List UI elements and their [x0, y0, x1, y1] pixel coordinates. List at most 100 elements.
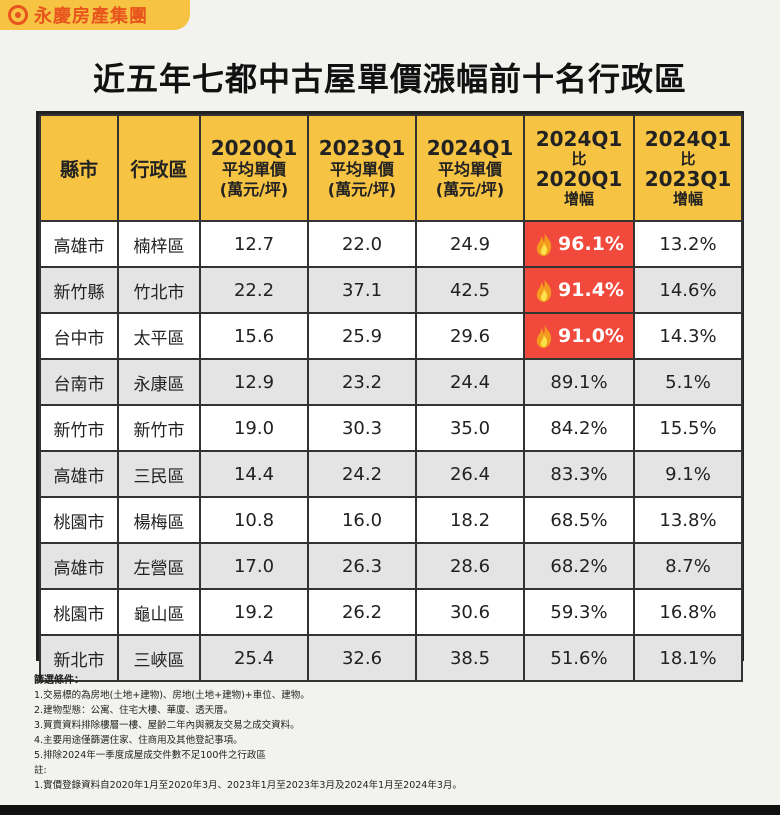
brand-name: 永慶房產集團 — [34, 6, 148, 27]
cell-g2020: 89.1% — [523, 358, 635, 406]
column-header-g2023-line4: 增幅 — [672, 190, 703, 208]
cell-g2020: 84.2% — [523, 404, 635, 452]
column-header-p2023: 2023Q1 平均單價 (萬元/坪) — [307, 114, 417, 222]
highlight-value: 91.0% — [558, 325, 624, 347]
cell-g2023: 8.7% — [633, 542, 743, 590]
table-row: 新竹縣 竹北市 22.2 37.1 42.5 91.4% 14.6% — [39, 266, 743, 314]
ranking-table-frame: 縣市 行政區 2020Q1 平均單價 (萬元/坪) 2023Q1 平均單價 (萬元/坪) 202… — [36, 111, 744, 682]
note-line: 1.實價登錄資料自2020年1月至2020年3月、2023年1月至2023年3月… — [34, 780, 462, 791]
cell-p2024: 18.2 — [415, 496, 525, 544]
cell-p2024: 42.5 — [415, 266, 525, 314]
column-header-g2020-line4: 增幅 — [563, 190, 594, 208]
cell-district: 永康區 — [117, 358, 201, 406]
cell-city: 新竹縣 — [39, 266, 119, 314]
cell-g2020: 59.3% — [523, 588, 635, 636]
cell-city: 高雄市 — [39, 220, 119, 268]
cell-city: 台中市 — [39, 312, 119, 360]
column-header-g2023: 2024Q1 比 2023Q1 增幅 — [633, 114, 743, 222]
page-title: 近五年七都中古屋單價漲幅前十名行政區 — [92, 60, 687, 98]
cell-district: 新竹市 — [117, 404, 201, 452]
filter-notes: 篩選條件： 1.交易標的為房地(土地+建物)、房地(土地+建物)+車位、建物。 2… — [34, 673, 754, 793]
cell-g2020-highlight: 96.1% — [523, 220, 635, 268]
note-line: 4.主要用途僅篩選住家、住商用及其他登記事項。 — [34, 735, 243, 746]
cell-g2023: 5.1% — [633, 358, 743, 406]
column-header-p2023-line3: (萬元/坪) — [327, 179, 397, 199]
table-row: 桃園市 龜山區 19.2 26.2 30.6 59.3% 16.8% — [39, 588, 743, 636]
highlight-wrap: 91.0% — [526, 323, 632, 349]
note-line: 5.排除2024年一季度成屋成交件數不足100件之行政區 — [34, 750, 266, 761]
cell-p2020: 12.9 — [199, 358, 309, 406]
table-row: 台南市 永康區 12.9 23.2 24.4 89.1% 5.1% — [39, 358, 743, 406]
table-row: 桃園市 楊梅區 10.8 16.0 18.2 68.5% 13.8% — [39, 496, 743, 544]
table-row: 高雄市 左營區 17.0 26.3 28.6 68.2% 8.7% — [39, 542, 743, 590]
cell-g2023: 16.8% — [633, 588, 743, 636]
cell-g2023: 15.5% — [633, 404, 743, 452]
table-row: 高雄市 楠梓區 12.7 22.0 24.9 96.1% 13.2% — [39, 220, 743, 268]
cell-p2023: 24.2 — [307, 450, 417, 498]
column-header-g2020-line3: 2020Q1 — [535, 167, 623, 191]
column-header-p2020-line1: 2020Q1 — [210, 135, 298, 160]
note-line: 2.建物型態：公寓、住宅大樓、華廈、透天厝。 — [34, 705, 234, 716]
cell-district: 三民區 — [117, 450, 201, 498]
cell-district: 左營區 — [117, 542, 201, 590]
cell-g2020: 68.5% — [523, 496, 635, 544]
column-header-p2024: 2024Q1 平均單價 (萬元/坪) — [415, 114, 525, 222]
cell-p2020: 22.2 — [199, 266, 309, 314]
column-header-p2023-line2: 平均單價 — [329, 159, 394, 179]
cell-p2024: 24.4 — [415, 358, 525, 406]
cell-p2023: 22.0 — [307, 220, 417, 268]
cell-district: 太平區 — [117, 312, 201, 360]
cell-p2024: 38.5 — [415, 634, 525, 682]
column-header-g2023-line1: 2024Q1 — [644, 127, 732, 151]
cell-g2023: 18.1% — [633, 634, 743, 682]
cell-p2023: 16.0 — [307, 496, 417, 544]
cell-city: 桃園市 — [39, 588, 119, 636]
cell-p2024: 35.0 — [415, 404, 525, 452]
cell-district: 龜山區 — [117, 588, 201, 636]
cell-city: 新北市 — [39, 634, 119, 682]
column-header-district: 行政區 — [117, 114, 201, 222]
column-header-g2023-line2: 比 — [680, 150, 696, 168]
cell-p2023: 23.2 — [307, 358, 417, 406]
cell-district: 竹北市 — [117, 266, 201, 314]
cell-p2020: 12.7 — [199, 220, 309, 268]
cell-district: 楠梓區 — [117, 220, 201, 268]
column-header-p2020: 2020Q1 平均單價 (萬元/坪) — [199, 114, 309, 222]
cell-g2020: 68.2% — [523, 542, 635, 590]
highlight-value: 91.4% — [558, 279, 624, 301]
cell-g2023: 13.2% — [633, 220, 743, 268]
cell-city: 台南市 — [39, 358, 119, 406]
highlight-wrap: 96.1% — [526, 231, 632, 257]
column-header-p2020-line2: 平均單價 — [221, 159, 286, 179]
cell-p2023: 26.2 — [307, 588, 417, 636]
cell-g2020: 51.6% — [523, 634, 635, 682]
cell-g2023: 14.3% — [633, 312, 743, 360]
table-body: 高雄市 楠梓區 12.7 22.0 24.9 96.1% 13.2% 新竹縣 竹北市 22.2 37… — [39, 220, 743, 682]
ranking-table: 縣市 行政區 2020Q1 平均單價 (萬元/坪) 2023Q1 平均單價 (萬元/坪) 202… — [39, 114, 743, 682]
column-header-g2020-line1: 2024Q1 — [535, 127, 623, 151]
column-header-g2020-line2: 比 — [571, 150, 587, 168]
cell-g2023: 13.8% — [633, 496, 743, 544]
column-header-p2023-line1: 2023Q1 — [318, 135, 406, 160]
cell-p2023: 26.3 — [307, 542, 417, 590]
cell-p2020: 14.4 — [199, 450, 309, 498]
table-row: 新北市 三峽區 25.4 32.6 38.5 51.6% 18.1% — [39, 634, 743, 682]
brand-mark-icon — [8, 5, 28, 25]
cell-city: 新竹市 — [39, 404, 119, 452]
notes-title: 篩選條件： — [34, 675, 84, 686]
fire-icon — [534, 323, 554, 349]
cell-p2023: 37.1 — [307, 266, 417, 314]
cell-p2023: 32.6 — [307, 634, 417, 682]
note-line: 3.買賣資料排除樓層一樓、屋齡二年內與親友交易之成交資料。 — [34, 720, 300, 731]
table-row: 新竹市 新竹市 19.0 30.3 35.0 84.2% 15.5% — [39, 404, 743, 452]
fire-icon — [534, 277, 554, 303]
cell-p2024: 24.9 — [415, 220, 525, 268]
column-header-g2020: 2024Q1 比 2020Q1 增幅 — [523, 114, 635, 222]
note-line: 1.交易標的為房地(土地+建物)、房地(土地+建物)+車位、建物。 — [34, 690, 310, 701]
cell-p2020: 19.0 — [199, 404, 309, 452]
cell-g2023: 9.1% — [633, 450, 743, 498]
cell-g2023: 14.6% — [633, 266, 743, 314]
fire-icon — [534, 231, 554, 257]
column-header-p2024-line2: 平均單價 — [437, 159, 502, 179]
column-header-city: 縣市 — [39, 114, 119, 222]
